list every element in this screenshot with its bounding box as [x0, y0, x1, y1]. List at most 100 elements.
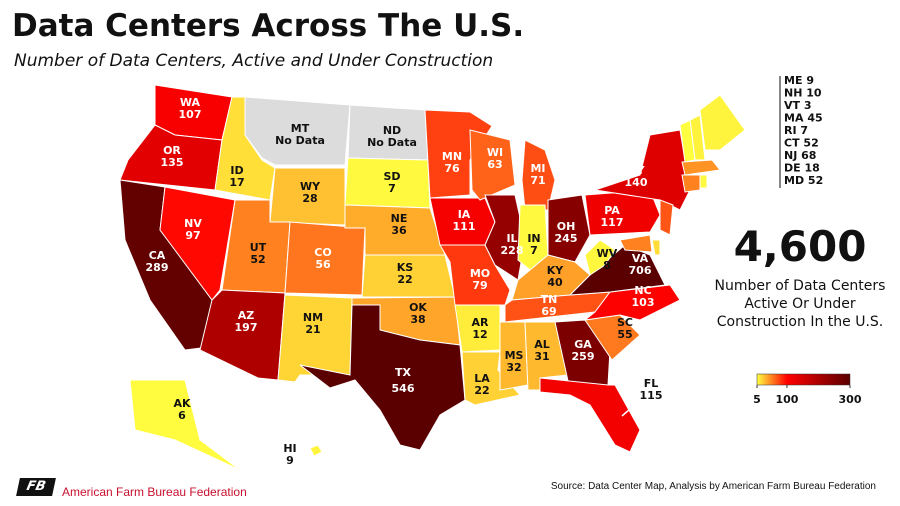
listed-state: CT 52 — [784, 137, 819, 150]
state-abbr: NE — [391, 212, 408, 225]
state-value: 245 — [555, 232, 578, 245]
state-abbr: CO — [314, 246, 331, 259]
listed-value: 3 — [804, 99, 812, 112]
legend-tick-label: 5 — [753, 393, 761, 406]
state-value: 7 — [530, 244, 538, 257]
state-abbr: ID — [230, 164, 243, 177]
state — [199, 289, 286, 381]
logo: FB — [16, 478, 56, 496]
state-value: 55 — [617, 328, 632, 341]
state-abbr: AL — [534, 338, 550, 351]
state-abbr: GA — [574, 338, 592, 351]
state-value: 135 — [161, 156, 184, 169]
state-value: 103 — [632, 296, 655, 309]
state-value: 22 — [474, 384, 489, 397]
listed-state: VT 3 — [784, 99, 812, 112]
listed-abbr: NH — [784, 87, 802, 100]
state — [484, 194, 526, 281]
state-abbr: MI — [530, 162, 545, 175]
listed-abbr: VT — [784, 99, 801, 112]
state-abbr: TN — [541, 293, 558, 306]
listed-state: NH 10 — [784, 87, 822, 100]
listed-value: 10 — [806, 87, 822, 100]
state-abbr: IA — [458, 208, 471, 221]
state-abbr: OH — [557, 220, 576, 233]
state-value: 76 — [444, 162, 460, 175]
state — [539, 377, 641, 453]
state-abbr: IL — [506, 232, 517, 245]
state — [619, 234, 653, 253]
legend-tick-label: 300 — [839, 393, 862, 406]
state-value: 21 — [305, 323, 320, 336]
organization: American Farm Bureau Federation — [62, 485, 247, 499]
listed-abbr: MD — [784, 174, 804, 187]
state-value: 69 — [541, 305, 556, 318]
state-value: 22 — [397, 273, 412, 286]
state-abbr: MN — [442, 150, 462, 163]
listed-value: 9 — [806, 74, 814, 87]
state-abbr: HI — [283, 442, 296, 455]
state-abbr: WY — [300, 180, 321, 193]
state-value: 111 — [453, 220, 476, 233]
state-value: 36 — [391, 224, 407, 237]
state-abbr: PA — [604, 204, 620, 217]
legend-tick-label: 100 — [775, 393, 798, 406]
state-value: 97 — [185, 229, 200, 242]
listed-state: RI 7 — [784, 124, 808, 137]
state-value: 17 — [229, 176, 244, 189]
state — [659, 199, 674, 236]
listed-value: 68 — [801, 149, 816, 162]
state — [681, 174, 701, 193]
state-value: 228 — [501, 244, 524, 257]
state-value: 117 — [601, 216, 624, 229]
state-abbr: FL — [644, 377, 659, 390]
title: Data Centers Across The U.S. — [12, 8, 525, 44]
listed-value: 52 — [803, 137, 818, 150]
state-value: 79 — [472, 279, 487, 292]
state-abbr: MO — [470, 267, 490, 280]
listed-abbr: DE — [784, 162, 801, 175]
state-abbr: NV — [184, 217, 202, 230]
listed-abbr: RI — [784, 124, 797, 137]
state — [547, 194, 591, 263]
state — [129, 379, 241, 471]
state-value: No Data — [367, 136, 417, 149]
state-value: 38 — [410, 313, 425, 326]
state-abbr: AK — [173, 397, 191, 410]
total: 4,600 — [733, 222, 867, 271]
listed-state: MD 52 — [784, 174, 823, 187]
state-abbr: KS — [397, 261, 414, 274]
listed-value: 7 — [800, 124, 808, 137]
state-abbr: UT — [250, 241, 267, 254]
state-value: 115 — [640, 389, 663, 402]
state — [679, 119, 696, 163]
state-value: 63 — [487, 158, 502, 171]
state-value: 546 — [392, 382, 415, 395]
listed-value: 18 — [805, 162, 820, 175]
listed-abbr: CT — [784, 137, 800, 150]
state-abbr: NC — [634, 284, 651, 297]
state-abbr: SD — [383, 170, 400, 183]
subtitle: Number of Data Centers, Active and Under… — [14, 51, 494, 71]
state-abbr: WI — [487, 146, 503, 159]
source: Source: Data Center Map, Analysis by Ame… — [550, 481, 876, 492]
state-abbr: MS — [505, 349, 524, 362]
listed-value: 45 — [807, 112, 822, 125]
total-caption: Number of Data Centers Active Or Under C… — [714, 278, 886, 330]
state-abbr: KY — [547, 264, 565, 277]
state-value: 40 — [547, 276, 563, 289]
state-value: 197 — [235, 321, 258, 334]
state-value: 71 — [530, 174, 545, 187]
state-abbr: ND — [383, 124, 401, 137]
state-value: 8 — [603, 259, 611, 272]
states — [119, 84, 746, 471]
state-abbr: CA — [149, 249, 166, 262]
state-abbr: OK — [409, 301, 427, 314]
state-value: 6 — [178, 409, 186, 422]
state — [584, 239, 616, 276]
listed-value: 52 — [808, 174, 823, 187]
legend-bar — [756, 373, 851, 386]
state-value: 289 — [146, 261, 169, 274]
